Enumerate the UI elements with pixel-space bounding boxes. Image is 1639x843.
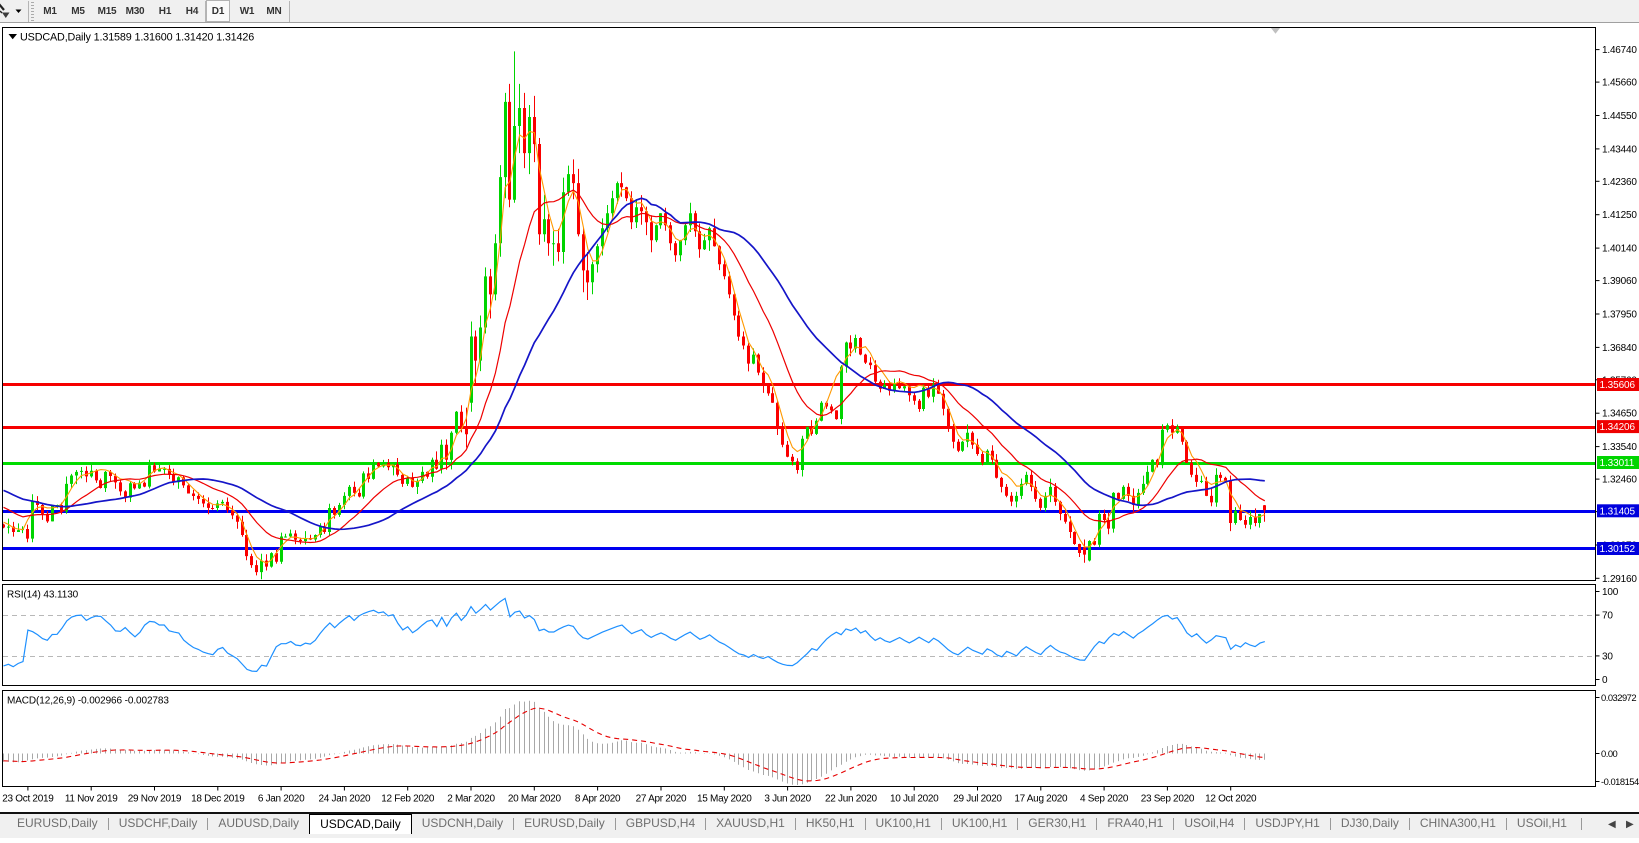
svg-text:11 Nov 2019: 11 Nov 2019	[65, 794, 118, 805]
svg-text:22 Jun 2020: 22 Jun 2020	[825, 794, 877, 805]
svg-text:1.29160: 1.29160	[1602, 574, 1637, 585]
svg-text:10 Jul 2020: 10 Jul 2020	[890, 794, 939, 805]
svg-text:30: 30	[1602, 651, 1613, 662]
svg-text:1.40140: 1.40140	[1602, 244, 1637, 255]
svg-text:1.37950: 1.37950	[1602, 310, 1637, 321]
svg-text:1.32460: 1.32460	[1602, 475, 1637, 486]
svg-text:RSI(14) 43.1130: RSI(14) 43.1130	[7, 590, 79, 601]
svg-text:1.43440: 1.43440	[1602, 144, 1637, 155]
svg-text:20 Mar 2020: 20 Mar 2020	[508, 794, 562, 805]
svg-text:4 Sep 2020: 4 Sep 2020	[1080, 794, 1129, 805]
svg-text:1.36840: 1.36840	[1602, 343, 1637, 354]
svg-text:1.44550: 1.44550	[1602, 111, 1637, 122]
svg-text:6 Jan 2020: 6 Jan 2020	[258, 794, 305, 805]
svg-text:8 Apr 2020: 8 Apr 2020	[575, 794, 621, 805]
svg-text:1.35606: 1.35606	[1600, 380, 1636, 391]
svg-text:1.39060: 1.39060	[1602, 276, 1637, 287]
svg-text:23 Oct 2019: 23 Oct 2019	[2, 794, 54, 805]
svg-text:23 Sep 2020: 23 Sep 2020	[1141, 794, 1195, 805]
svg-text:1.33540: 1.33540	[1602, 442, 1637, 453]
svg-text:1.34650: 1.34650	[1602, 409, 1637, 420]
svg-text:29 Nov 2019: 29 Nov 2019	[128, 794, 182, 805]
svg-text:29 Jul 2020: 29 Jul 2020	[953, 794, 1002, 805]
svg-text:-0.018154: -0.018154	[1601, 776, 1639, 787]
svg-text:18 Dec 2019: 18 Dec 2019	[191, 794, 245, 805]
svg-text:15 May 2020: 15 May 2020	[697, 794, 752, 805]
svg-text:0.032972: 0.032972	[1601, 692, 1636, 703]
svg-text:MACD(12,26,9) -0.002966 -0.002: MACD(12,26,9) -0.002966 -0.002783	[7, 696, 169, 707]
svg-text:70: 70	[1602, 611, 1613, 622]
svg-text:27 Apr 2020: 27 Apr 2020	[636, 794, 687, 805]
svg-text:12 Feb 2020: 12 Feb 2020	[381, 794, 435, 805]
svg-text:12 Oct 2020: 12 Oct 2020	[1205, 794, 1257, 805]
svg-text:1.31405: 1.31405	[1600, 506, 1636, 517]
svg-text:24 Jan 2020: 24 Jan 2020	[319, 794, 371, 805]
svg-text:100: 100	[1602, 587, 1619, 598]
svg-text:1.45660: 1.45660	[1602, 78, 1637, 89]
svg-text:1.33011: 1.33011	[1600, 458, 1635, 469]
svg-text:1.30152: 1.30152	[1600, 544, 1636, 555]
svg-text:1.41250: 1.41250	[1602, 210, 1637, 221]
svg-text:0: 0	[1602, 675, 1608, 686]
svg-text:2 Mar 2020: 2 Mar 2020	[447, 794, 495, 805]
svg-text:1.34206: 1.34206	[1600, 422, 1636, 433]
svg-text:1.42360: 1.42360	[1602, 177, 1637, 188]
svg-text:1.46740: 1.46740	[1602, 45, 1637, 56]
svg-text:0.00: 0.00	[1601, 748, 1618, 759]
svg-text:USDCAD,Daily 1.31589 1.31600: USDCAD,Daily 1.31589 1.31600 1.31420 1.3…	[20, 32, 254, 44]
svg-text:17 Aug 2020: 17 Aug 2020	[1014, 794, 1068, 805]
svg-text:3 Jun 2020: 3 Jun 2020	[764, 794, 811, 805]
